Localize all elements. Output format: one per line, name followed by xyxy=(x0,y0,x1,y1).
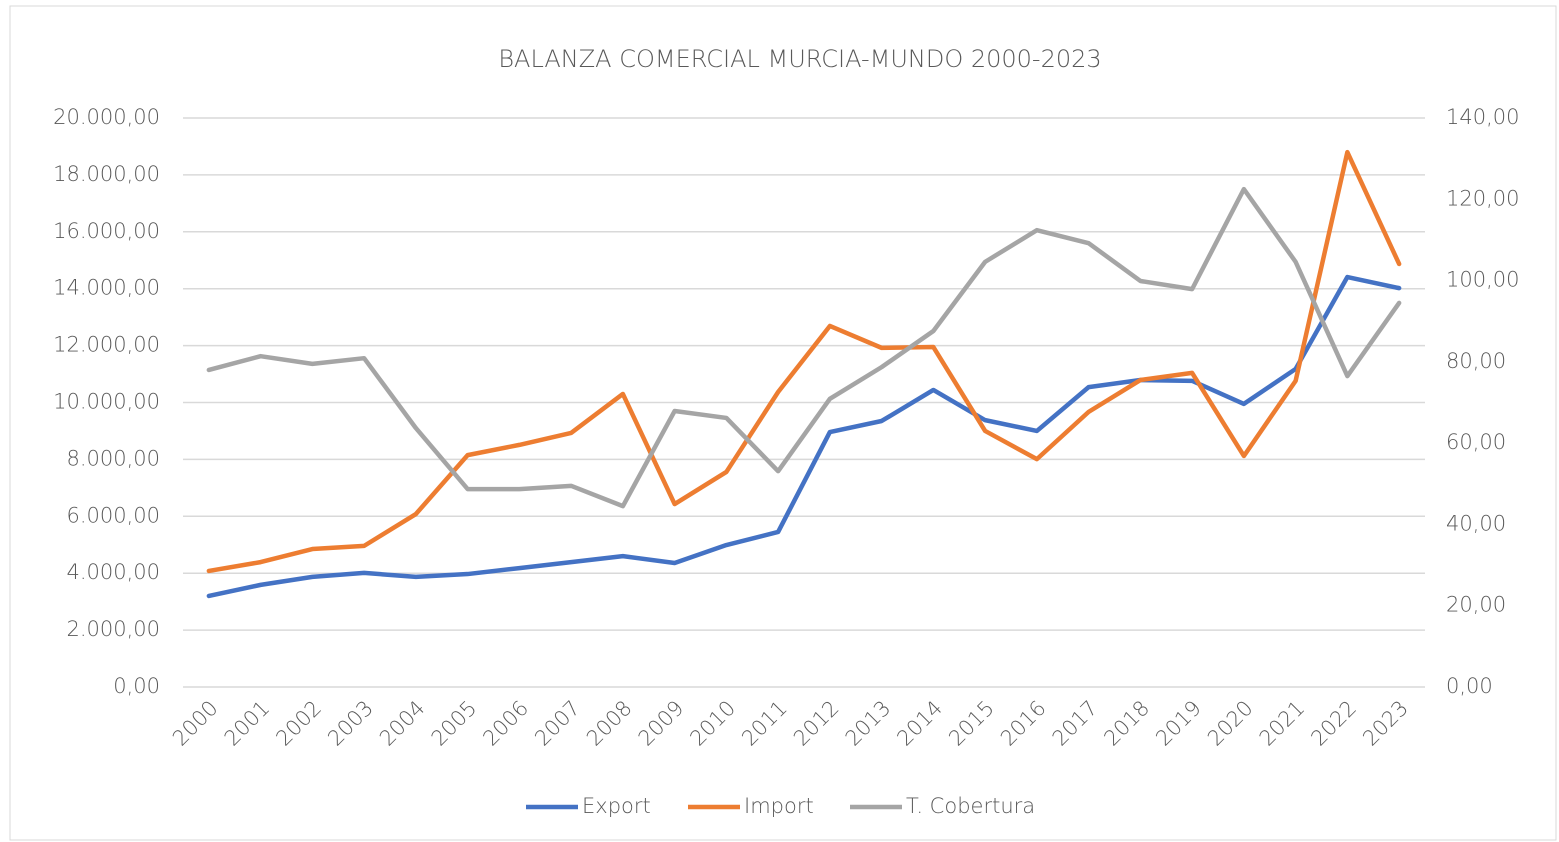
y2-tick-label: 140,00 xyxy=(1446,105,1519,129)
y-tick-label: 16.000,00 xyxy=(53,219,160,243)
y2-tick-label: 80,00 xyxy=(1446,349,1506,373)
legend-label: T. Cobertura xyxy=(906,794,1035,818)
legend-label: Import xyxy=(744,794,814,818)
y2-tick-label: 20,00 xyxy=(1446,593,1506,617)
chart-title: BALANZA COMERCIAL MURCIA-MUNDO 2000-2023 xyxy=(498,45,1101,73)
y2-tick-label: 40,00 xyxy=(1446,511,1506,535)
series-line xyxy=(206,186,1402,509)
y2-tick-label: 0,00 xyxy=(1446,674,1493,698)
y-tick-label: 2.000,00 xyxy=(66,617,160,641)
y-tick-label: 20.000,00 xyxy=(53,105,160,129)
y-tick-label: 6.000,00 xyxy=(66,503,160,527)
y-tick-label: 12.000,00 xyxy=(53,333,160,357)
y-tick-label: 4.000,00 xyxy=(66,560,160,584)
series-line xyxy=(206,149,1402,574)
y-tick-label: 8.000,00 xyxy=(66,446,160,470)
y-tick-label: 10.000,00 xyxy=(53,390,160,414)
legend-label: Export xyxy=(582,794,651,818)
y2-tick-label: 120,00 xyxy=(1446,186,1519,210)
y2-tick-label: 100,00 xyxy=(1446,268,1519,292)
chart-border xyxy=(9,5,1557,841)
y-tick-label: 18.000,00 xyxy=(53,162,160,186)
y2-tick-label: 60,00 xyxy=(1446,430,1506,454)
y-tick-label: 14.000,00 xyxy=(53,276,160,300)
y-tick-label: 0,00 xyxy=(113,674,160,698)
